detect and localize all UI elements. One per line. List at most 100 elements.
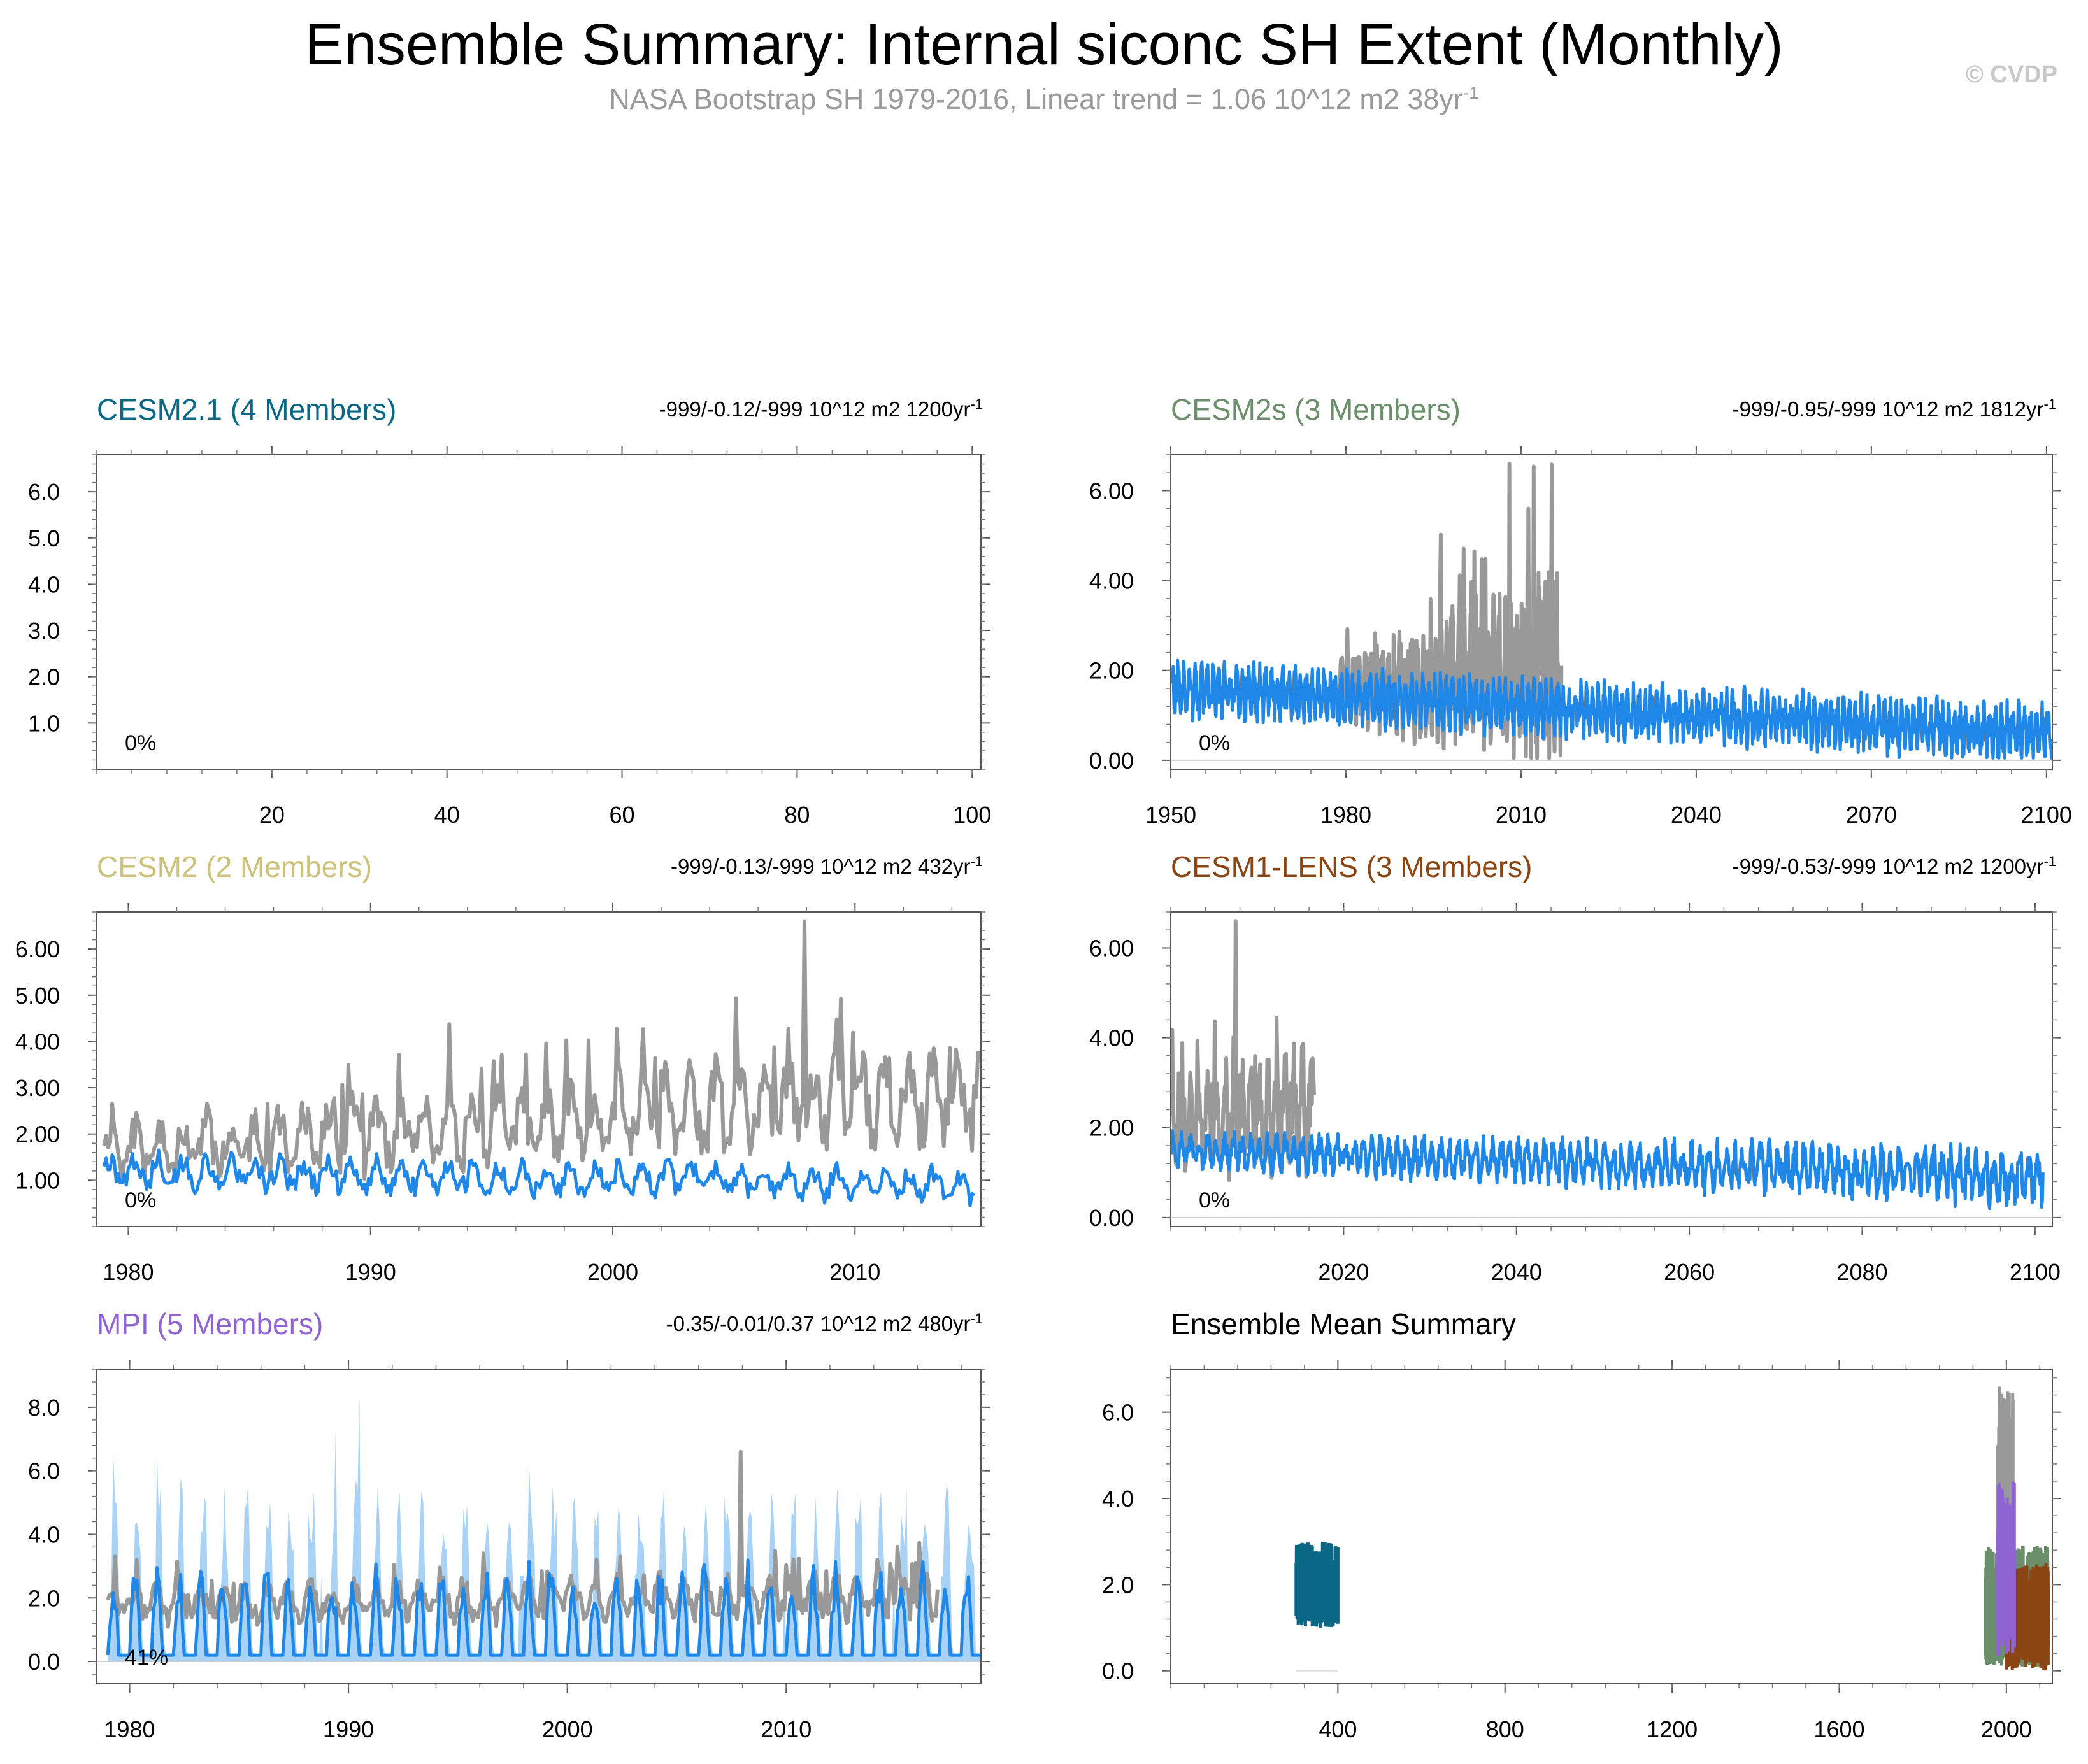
plot-mpi: 0.0 2.0 4.0 6.0 8.0 1980 1990 2000 2010 41% [28,1360,990,1742]
obs-series-line [102,919,980,1184]
y-tick-label: 8.0 [28,1395,60,1421]
x-tick-label: 1980 [103,1259,154,1285]
x-tick-label: 2080 [1836,1259,1887,1285]
y-tick-label: 4.0 [28,1521,60,1547]
x-tick-label: 2000 [587,1259,638,1285]
ensemble-spread [108,1394,981,1662]
y-tick-label: 6.0 [28,1458,60,1484]
y-tick-label: 3.0 [28,618,60,644]
panel-trend-cesm21: -999/-0.12/-999 10^12 m2 1200yr-1 [659,396,983,422]
x-tick-label: 100 [953,802,991,828]
ensemble-mean-line [106,1558,981,1657]
y-tick-label: 2.00 [15,1121,60,1148]
copyright-label: © CVDP [1965,61,2057,88]
y-tick-label: 3.00 [15,1075,60,1101]
percent-label: 41% [125,1646,168,1670]
y-tick-label: 4.0 [28,571,60,597]
panel-trend-exponent-cesm2: -1 [970,853,983,869]
plot-frame [96,911,982,1227]
y-tick-label: 6.00 [1089,935,1134,961]
ensemble-mean-line [102,1148,976,1207]
y-tick-label: 4.00 [1089,568,1134,594]
plot-cesm1lens: 0.00 2.00 4.00 6.00 2020 2040 2060 2080 2100 0% [1089,903,2061,1285]
y-tick-label: 1.00 [15,1167,60,1193]
percent-label: 0% [125,1188,156,1213]
x-tick-label: 2000 [542,1716,593,1742]
x-tick-label: 2040 [1491,1259,1542,1285]
panel-trend-cesm2: -999/-0.13/-999 10^12 m2 432yr-1 [671,853,983,879]
plot-area [97,1394,981,1663]
series-mpi [1996,1481,2016,1656]
plot-area [102,919,980,1207]
percent-label: 0% [1199,1188,1230,1213]
x-tick-label: 1990 [323,1716,374,1742]
plot-frame [96,454,982,770]
panel-title-cesm2s: CESM2s (3 Members) [1171,393,1461,426]
panel-trend-text-cesm21: -999/-0.12/-999 10^12 m2 1200yr [659,397,971,421]
panel-trend-text-mpi: -0.35/-0.01/0.37 10^12 m2 480yr [666,1312,971,1335]
y-tick-label: 6.00 [1089,478,1134,504]
y-tick-label: 2.0 [28,664,60,690]
x-tick-label: 60 [610,802,635,828]
y-tick-label: 4.00 [15,1028,60,1055]
percent-label: 0% [1199,731,1230,755]
y-tick-label: 2.0 [28,1585,60,1611]
panel-trend-mpi: -0.35/-0.01/0.37 10^12 m2 480yr-1 [666,1311,983,1336]
x-tick-label: 2010 [761,1716,812,1742]
obs-series-line [1171,919,1316,1183]
figure-subtitle-exponent: -1 [1462,83,1479,103]
x-tick-label: 20 [259,802,285,828]
plot-summary: 0.0 2.0 4.0 6.0 400 800 1200 1600 2000 [1102,1360,2061,1742]
panel-trend-cesm2s: -999/-0.95/-999 10^12 m2 1812yr-1 [1733,396,2056,422]
plot-area [1171,919,2052,1218]
y-tick-label: 0.00 [1089,748,1134,774]
y-tick-label: 0.0 [1102,1658,1134,1684]
x-tick-label: 1990 [345,1259,396,1285]
panel-trend-text-cesm2: -999/-0.13/-999 10^12 m2 432yr [670,855,971,878]
panel-trend-text-cesm2s: -999/-0.95/-999 10^12 m2 1812yr [1732,397,2044,421]
panel-title-mpi: MPI (5 Members) [97,1307,324,1341]
x-tick-label: 1950 [1145,802,1196,828]
figure-subtitle-text: NASA Bootstrap SH 1979-2016, Linear tren… [609,83,1463,115]
plot-cesm21: 1.0 2.0 3.0 4.0 5.0 6.0 20 40 60 80 100 0% [28,446,991,828]
ensemble-mean-line [1171,658,2052,760]
plot-frame [1170,911,2053,1227]
percent-label: 0% [125,731,156,755]
x-tick-label: 2040 [1671,802,1722,828]
x-tick-label: 2070 [1846,802,1897,828]
y-tick-label: 6.00 [15,936,60,962]
y-tick-label: 2.00 [1089,1115,1134,1141]
x-tick-label: 400 [1319,1716,1357,1742]
x-tick-label: 2010 [1496,802,1547,828]
y-tick-label: 5.00 [15,983,60,1009]
plot-frame [96,1369,982,1684]
y-tick-label: 5.0 [28,525,60,551]
series-cesm21 [1294,1542,1340,1628]
y-tick-label: 4.0 [1102,1486,1134,1512]
x-tick-label: 800 [1486,1716,1524,1742]
y-tick-label: 2.00 [1089,658,1134,684]
y-tick-label: 4.00 [1089,1025,1134,1051]
figure-title: Ensemble Summary: Internal siconc SH Ext… [304,12,1784,77]
figure-subtitle: NASA Bootstrap SH 1979-2016, Linear tren… [0,83,2088,116]
y-tick-label: 2.0 [1102,1572,1134,1598]
x-tick-label: 2010 [829,1259,880,1285]
x-tick-label: 2060 [1664,1259,1715,1285]
y-tick-label: 0.0 [28,1649,60,1675]
x-tick-label: 2000 [1981,1716,2032,1742]
x-tick-label: 1980 [1320,802,1371,828]
y-tick-label: 0.00 [1089,1205,1134,1231]
plot-frame [1170,454,2053,770]
plot-cesm2: 1.00 2.00 3.00 4.00 5.00 6.00 1980 1990 2000 2010… [15,903,990,1285]
x-tick-label: 80 [784,802,810,828]
plot-cesm2s: 0.00 2.00 4.00 6.00 1950 1980 2010 2040 2070 2100… [1089,446,2072,828]
y-tick-label: 6.0 [28,479,60,505]
plot-frame [1170,1369,2053,1684]
panel-trend-exponent-cesm2s: -1 [2043,396,2056,412]
panel-trend-exponent-mpi: -1 [970,1311,983,1327]
panel-title-cesm2: CESM2 (2 Members) [97,850,372,883]
x-tick-label: 2020 [1318,1259,1369,1285]
plot-area [1294,1386,2050,1672]
panel-trend-cesm1lens: -999/-0.53/-999 10^12 m2 1200yr-1 [1733,853,2056,879]
